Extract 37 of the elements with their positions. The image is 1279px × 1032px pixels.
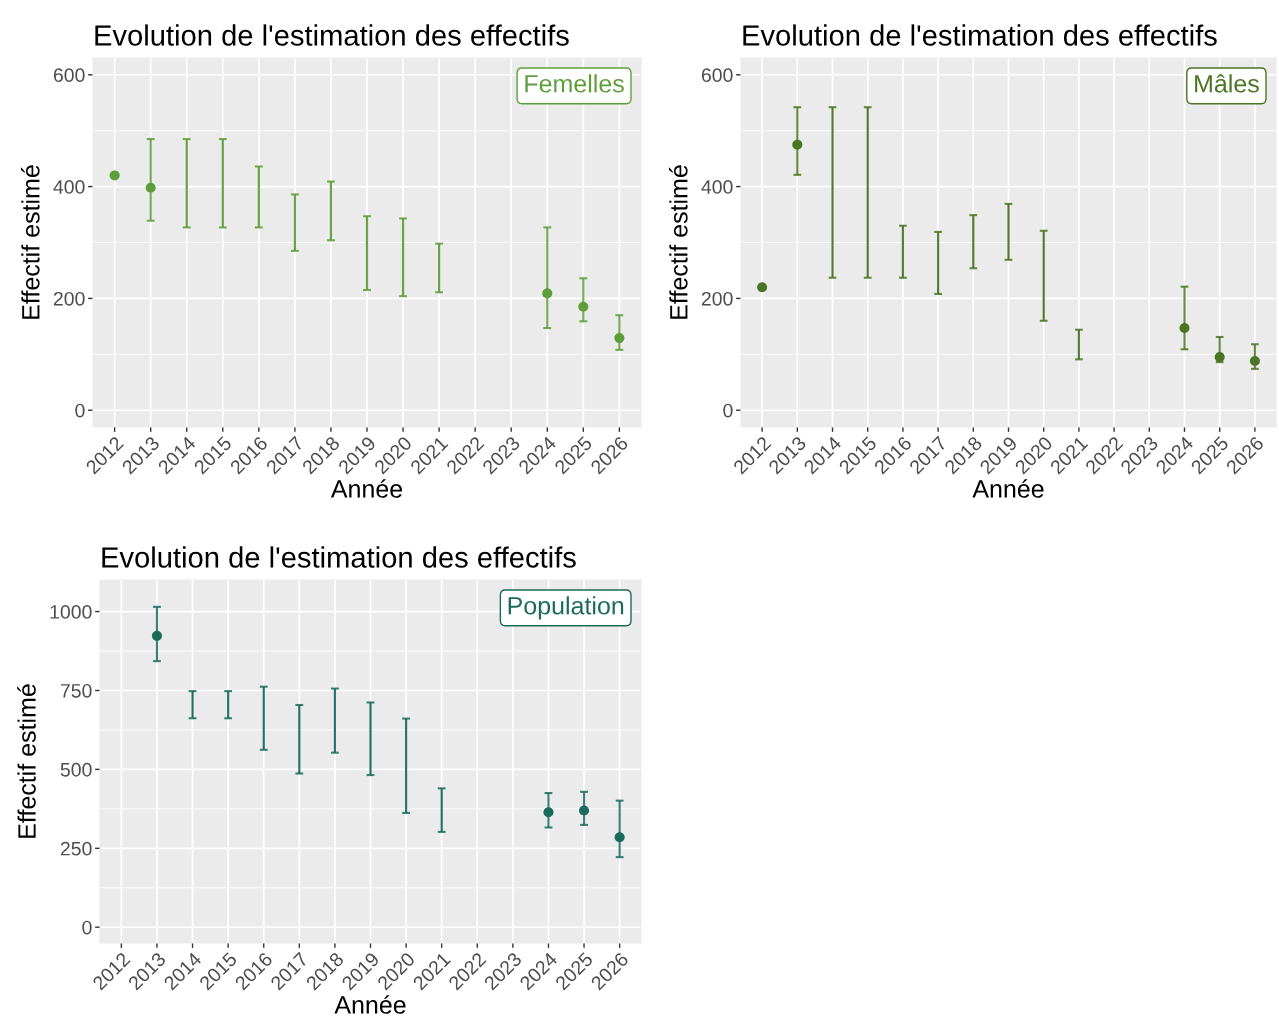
y-tick-label: 600 [701, 68, 733, 83]
text: Femelles [525, 74, 624, 93]
point [109, 170, 120, 181]
point [542, 288, 553, 299]
y-tick-label: 750 [60, 683, 92, 698]
text: Mâles [1195, 74, 1259, 93]
point [614, 333, 625, 344]
y-axis-title: Effectif estimé [20, 165, 40, 319]
x-axis-title: Année [330, 479, 403, 498]
chart-title: Evolution de l'estimation des effectifs [102, 546, 576, 568]
y-tick-label: 250 [60, 841, 92, 856]
point [578, 301, 589, 312]
point [145, 182, 156, 193]
point [579, 805, 590, 816]
y-tick-label: 400 [701, 180, 733, 194]
point [757, 282, 768, 293]
y-tick-label: 500 [60, 762, 92, 777]
y-axis-title: Effectif estimé [668, 165, 688, 319]
point [1179, 323, 1190, 334]
y-tick-label: 1000 [50, 605, 92, 619]
point [151, 630, 162, 641]
point [543, 807, 554, 818]
chart-title: Evolution de l'estimation des effectifs [95, 24, 569, 46]
x-axis-title: Année [972, 479, 1044, 498]
y-tick-label: 200 [701, 291, 733, 306]
y-tick-label: 0 [75, 403, 85, 418]
text: Population [508, 596, 624, 620]
y-axis-title: Effectif estimé [17, 684, 36, 838]
y-tick-label: 400 [53, 180, 85, 194]
x-axis-title: Année [334, 995, 406, 1014]
point [792, 139, 803, 150]
chart-title: Evolution de l'estimation des effectifs [743, 24, 1217, 46]
y-tick-label: 200 [53, 291, 85, 306]
y-tick-label: 600 [53, 68, 85, 83]
y-tick-label: 0 [723, 403, 733, 418]
y-tick-label: 0 [82, 920, 92, 935]
point [614, 832, 625, 843]
